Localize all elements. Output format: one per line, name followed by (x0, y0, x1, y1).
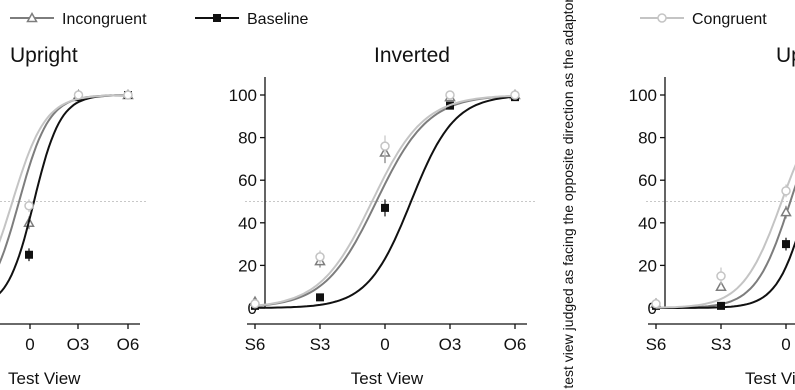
x-tick-label: O3 (439, 335, 462, 354)
x-tick-label: 0 (781, 335, 790, 354)
y-tick-label: 20 (638, 256, 657, 275)
legend: Incongruent Baseline Congruent (10, 11, 767, 28)
data-point (715, 280, 727, 291)
series-incongruent (0, 88, 134, 265)
y-tick-label: 100 (229, 86, 257, 105)
data-point (73, 90, 84, 100)
data-point (24, 201, 34, 211)
x-tick-label: S6 (245, 335, 266, 354)
data-point (780, 206, 792, 217)
legend-label: Congruent (692, 11, 767, 28)
x-axis-label: Test View (745, 369, 795, 388)
data-point (250, 298, 260, 309)
legend-item-baseline: Baseline (195, 11, 308, 28)
y-tick-label: 60 (638, 171, 657, 190)
legend-marker (213, 14, 221, 22)
x-tick-label: S6 (646, 335, 667, 354)
series-congruent (250, 90, 520, 309)
fit-curve (0, 94, 128, 243)
data-point (316, 293, 324, 302)
series-congruent (0, 90, 133, 243)
x-axis-label: Test View (8, 369, 81, 388)
data-point (123, 90, 133, 100)
data-point (381, 203, 389, 212)
data-point (781, 186, 791, 196)
panel-3: Upright020406080100S6S30Test View (629, 44, 795, 388)
x-tick-label: 0 (380, 335, 389, 354)
x-tick-label: O3 (67, 335, 90, 354)
legend-label: Baseline (247, 11, 308, 28)
x-tick-label: S3 (310, 335, 331, 354)
y-tick-label: 80 (238, 129, 257, 148)
data-point (25, 250, 33, 259)
data-point (445, 90, 455, 100)
fit-curve (656, 240, 795, 309)
y-tick-label: 40 (238, 214, 257, 233)
data-point (380, 141, 390, 151)
x-axis-label: Test View (351, 369, 424, 388)
data-point (716, 271, 726, 281)
x-tick-label: 0 (25, 335, 34, 354)
y-axis-label: % test view judged as facing the opposit… (560, 0, 576, 390)
data-point (315, 252, 325, 262)
series-congruent (651, 163, 795, 309)
data-point (782, 240, 790, 249)
y-tick-label: 40 (638, 214, 657, 233)
legend-marker (26, 11, 38, 23)
data-point (717, 301, 725, 310)
panel-2: Inverted020406080100S6S30O3O6Test View% … (229, 0, 576, 390)
legend-item-congruent: Congruent (640, 11, 767, 28)
legend-label: Incongruent (62, 11, 147, 28)
fit-curve (255, 95, 516, 309)
legend-marker (657, 13, 667, 23)
x-tick-label: O6 (504, 335, 527, 354)
x-tick-label: S3 (711, 335, 732, 354)
y-tick-label: 80 (638, 129, 657, 148)
y-tick-label: 100 (629, 86, 657, 105)
panel-title: Inverted (374, 44, 450, 67)
panel-1: Upright 0 O3 O6 Test View (0, 44, 148, 388)
panel-title: Upright (776, 44, 795, 67)
y-tick-label: 60 (238, 171, 257, 190)
y-tick-label: 20 (238, 256, 257, 275)
series-incongruent (249, 88, 521, 307)
legend-item-incongruent: Incongruent (10, 11, 147, 28)
panel-title: Upright (10, 44, 78, 67)
data-point (510, 90, 520, 100)
data-point (651, 298, 661, 309)
fit-curve (254, 94, 516, 307)
x-tick-label: O6 (117, 335, 140, 354)
